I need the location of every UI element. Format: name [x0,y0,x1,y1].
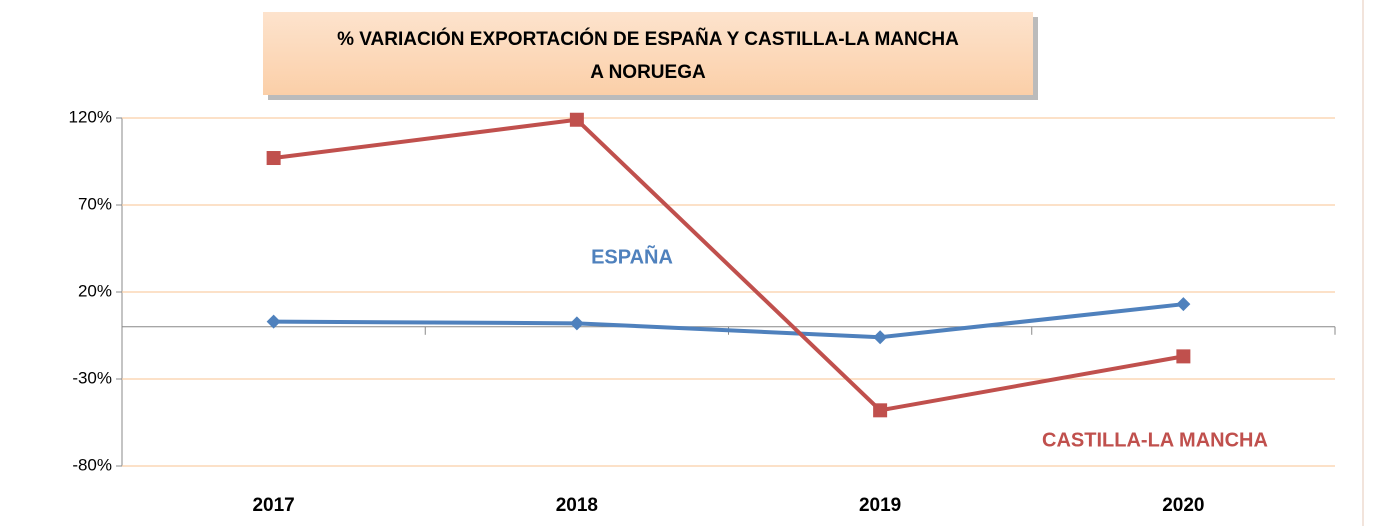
marker [569,316,584,331]
marker [1176,297,1191,312]
series-label: ESPAÑA [591,245,673,268]
marker [266,314,281,329]
y-tick-label: 120% [69,107,112,126]
x-tick-label: 2018 [556,495,598,516]
series-line [273,117,1184,413]
marker [569,112,584,127]
series-line [273,302,1184,340]
y-tick-label: 20% [78,281,112,300]
marker [873,330,888,345]
marker [873,403,888,418]
y-tick-label: 70% [78,194,112,213]
title-box [263,12,1033,95]
marker [266,151,281,166]
y-tick-label: -80% [72,455,112,474]
chart-title: A NORUEGA [590,62,706,83]
x-tick-label: 2020 [1162,495,1204,516]
x-tick-label: 2019 [859,495,901,516]
x-tick-label: 2017 [252,495,294,516]
marker [1176,349,1191,364]
series-label: CASTILLA-LA MANCHA [1042,429,1268,451]
y-tick-label: -30% [72,368,112,387]
chart-title: % VARIACIÓN EXPORTACIÓN DE ESPAÑA Y CAST… [337,28,959,50]
